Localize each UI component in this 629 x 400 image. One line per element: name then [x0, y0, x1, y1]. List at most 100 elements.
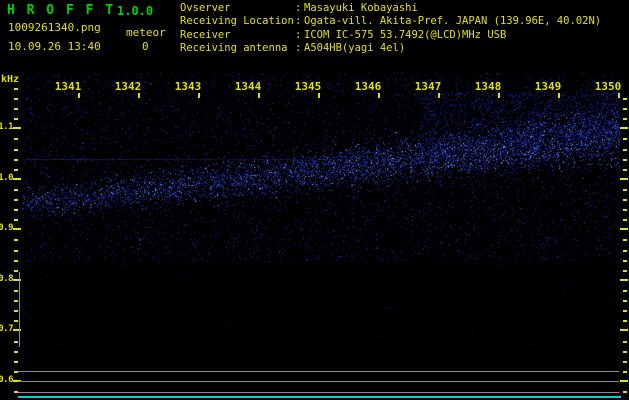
time-tick-label: 1341 [54, 80, 82, 93]
freq-tick-label: 0.6 [0, 374, 14, 385]
info-row: Ovserver: Masayuki Kobayashi [180, 2, 601, 15]
freq-minor-tick-right [623, 138, 627, 140]
freq-minor-tick-left [14, 88, 18, 90]
time-tick-label: 1344 [234, 80, 262, 93]
freq-minor-tick-right [623, 159, 627, 161]
info-value: ICOM IC-575 53.7492(@LCD)MHz USB [304, 28, 507, 41]
freq-minor-tick-left [14, 361, 18, 363]
freq-minor-tick-left [14, 260, 18, 262]
freq-minor-tick-right [623, 361, 627, 363]
freq-minor-tick-right [623, 260, 627, 262]
time-tick [498, 93, 500, 98]
time-tick-label: 1342 [114, 80, 142, 93]
time-tick-label: 1350 [594, 80, 622, 93]
info-value: Ogata-vill. Akita-Pref. JAPAN (139.96E, … [304, 15, 602, 28]
freq-major-tick-right [620, 127, 628, 129]
time-tick [198, 93, 200, 98]
info-separator: : [295, 15, 302, 28]
freq-minor-tick-right [623, 149, 627, 151]
time-tick-label: 1346 [354, 80, 382, 93]
freq-minor-tick-right [623, 310, 627, 312]
info-label: Ovserver [180, 2, 231, 14]
info-separator: : [295, 2, 302, 14]
meteor-count: 0 [142, 40, 149, 53]
time-tick [138, 93, 140, 98]
freq-major-tick-right [620, 228, 628, 230]
freq-tick-label: 0.9 [0, 223, 14, 233]
freq-major-tick-left [13, 329, 21, 331]
freq-minor-tick-left [14, 300, 18, 302]
info-label: Receiver [180, 28, 231, 41]
freq-minor-tick-left [14, 310, 18, 312]
info-row: Receiving antenna: A504HB(yagi 4el) [180, 42, 601, 55]
freq-minor-tick-left [14, 159, 18, 161]
freq-minor-tick-right [623, 189, 627, 191]
freq-minor-tick-right [623, 209, 627, 211]
freq-minor-tick-right [623, 98, 627, 100]
freq-minor-tick-left [14, 270, 18, 272]
freq-minor-tick-right [623, 108, 627, 110]
time-tick-label: 1345 [294, 80, 322, 93]
freq-minor-tick-left [14, 108, 18, 110]
station-info: Ovserver: Masayuki Kobayashi Receiving Loc… [180, 2, 601, 56]
freq-minor-tick-right [623, 300, 627, 302]
time-tick [558, 93, 560, 98]
freq-minor-tick-left [14, 239, 18, 241]
time-tick [258, 93, 260, 98]
freq-major-tick-left [13, 379, 21, 382]
reference-line [18, 371, 619, 372]
freq-major-tick-left [13, 278, 21, 281]
freq-minor-tick-left [14, 199, 18, 201]
freq-minor-tick-left [14, 391, 18, 393]
freq-major-tick-right [620, 329, 628, 331]
freq-major-tick-right [620, 278, 628, 281]
freq-minor-tick-right [623, 290, 627, 292]
info-value: Masayuki Kobayashi [304, 2, 418, 14]
freq-minor-tick-right [623, 270, 627, 272]
left-scale-bar [19, 272, 20, 347]
freq-minor-tick-left [14, 341, 18, 343]
mode-label: meteor [126, 26, 166, 39]
freq-axis-unit: kHz [1, 74, 20, 85]
freq-minor-tick-left [14, 250, 18, 252]
freq-tick-label: 0.8 [0, 273, 14, 284]
freq-tick-label: 1.1 [0, 122, 14, 132]
freq-minor-tick-left [14, 149, 18, 151]
time-tick-label: 1348 [474, 80, 502, 93]
freq-minor-tick-left [14, 351, 18, 353]
freq-major-tick-right [620, 177, 628, 180]
freq-major-tick-left [13, 177, 21, 180]
time-tick-label: 1347 [414, 80, 442, 93]
freq-minor-tick-left [14, 138, 18, 140]
time-tick [378, 93, 380, 98]
freq-minor-tick-left [14, 118, 18, 120]
reference-line [18, 392, 619, 393]
freq-minor-tick-right [623, 219, 627, 221]
freq-minor-tick-right [623, 169, 627, 171]
datetime-label: 10.09.26 13:40 [8, 40, 101, 53]
app-title: H R O F F T [7, 3, 116, 18]
time-tick [438, 93, 440, 98]
freq-minor-tick-left [14, 320, 18, 322]
reference-line [18, 381, 619, 382]
info-value: A504HB(yagi 4el) [304, 42, 406, 55]
freq-minor-tick-right [623, 199, 627, 201]
freq-minor-tick-left [14, 371, 18, 373]
output-filename: 1009261340.png [8, 21, 101, 34]
freq-tick-label: 1.0 [0, 172, 14, 183]
app-version: 1.0.0 [117, 4, 154, 18]
freq-minor-tick-right [623, 341, 627, 343]
freq-minor-tick-left [14, 169, 18, 171]
info-label: Receiving Location [180, 15, 294, 28]
freq-minor-tick-right [623, 239, 627, 241]
info-label: Receiving antenna [180, 42, 288, 55]
info-separator: : [295, 42, 302, 55]
freq-major-tick-left [13, 228, 21, 230]
time-tick-label: 1343 [174, 80, 202, 93]
freq-minor-tick-right [623, 371, 627, 373]
freq-minor-tick-left [14, 98, 18, 100]
freq-minor-tick-right [623, 118, 627, 120]
freq-minor-tick-right [623, 320, 627, 322]
